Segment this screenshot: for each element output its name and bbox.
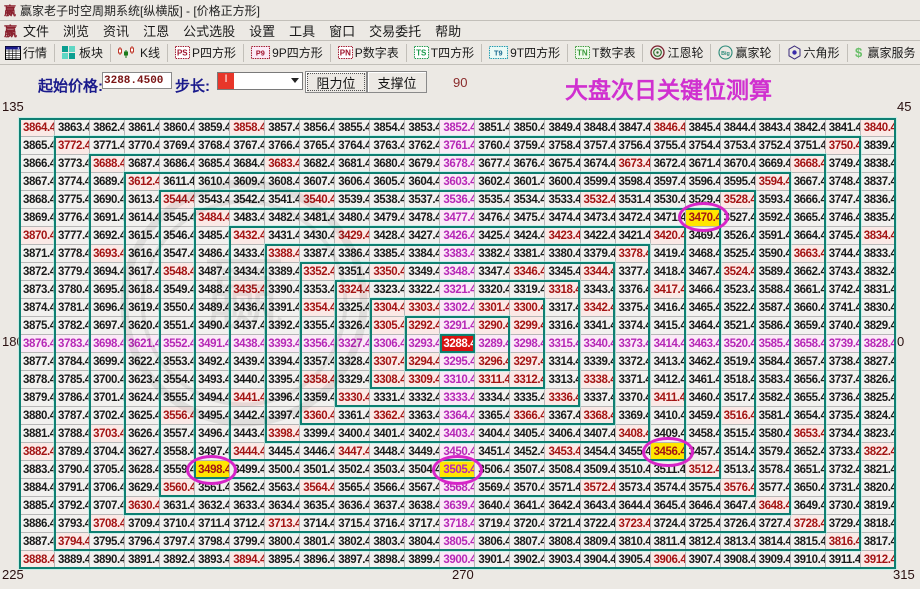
svg-text:P9: P9 [256, 49, 265, 58]
svg-text:PN: PN [339, 49, 350, 58]
svg-text:$: $ [855, 45, 863, 60]
svg-text:TS: TS [416, 49, 427, 58]
svg-text:PS: PS [177, 49, 188, 58]
svg-text:Big: Big [722, 51, 731, 57]
svg-text:TN: TN [577, 49, 588, 58]
svg-text:T9: T9 [494, 49, 503, 58]
